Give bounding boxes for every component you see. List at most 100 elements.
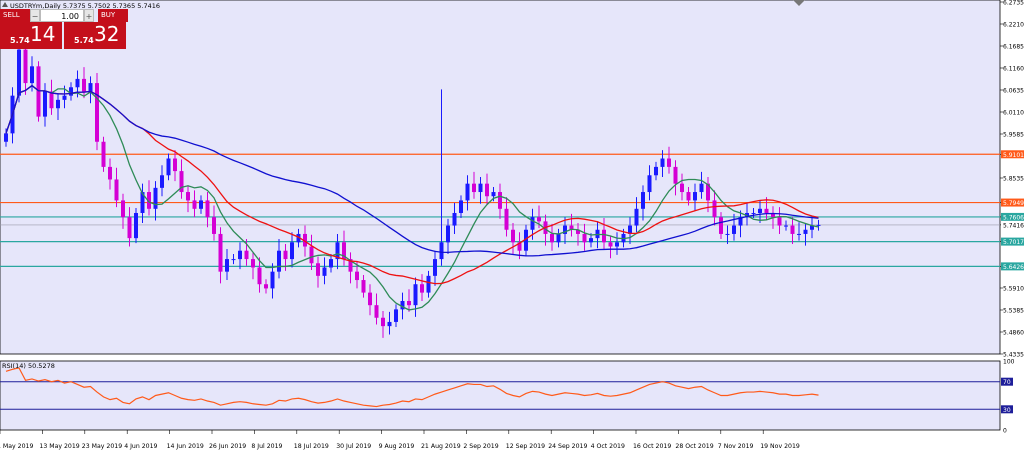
candle-body[interactable] bbox=[17, 49, 21, 96]
shift-marker-icon[interactable] bbox=[793, 0, 805, 6]
candle-body[interactable] bbox=[413, 284, 418, 306]
candle-body[interactable] bbox=[108, 166, 112, 180]
candle-body[interactable] bbox=[309, 246, 314, 264]
candle-body[interactable] bbox=[758, 208, 762, 213]
candle-body[interactable] bbox=[569, 225, 574, 230]
candle-body[interactable] bbox=[491, 192, 496, 197]
candle-body[interactable] bbox=[641, 192, 645, 209]
candle-body[interactable] bbox=[114, 179, 119, 201]
candle-body[interactable] bbox=[420, 284, 424, 293]
candle-body[interactable] bbox=[186, 192, 190, 201]
candle-body[interactable] bbox=[738, 217, 743, 226]
candle-body[interactable] bbox=[816, 224, 821, 226]
candle-body[interactable] bbox=[550, 233, 554, 243]
candle-body[interactable] bbox=[49, 91, 54, 109]
candle-body[interactable] bbox=[680, 183, 684, 193]
candle-body[interactable] bbox=[530, 217, 535, 230]
candle-body[interactable] bbox=[602, 229, 606, 243]
candle-body[interactable] bbox=[329, 259, 333, 268]
candle-body[interactable] bbox=[264, 284, 268, 289]
candle-body[interactable] bbox=[771, 212, 775, 218]
candle-body[interactable] bbox=[699, 183, 704, 193]
lot-size-input[interactable]: 1.00 bbox=[40, 9, 84, 22]
candle-body[interactable] bbox=[361, 280, 366, 293]
candle-body[interactable] bbox=[88, 83, 93, 92]
sell-button[interactable]: SELL bbox=[0, 9, 30, 22]
collapse-triangle-icon[interactable] bbox=[2, 2, 8, 7]
candle-body[interactable] bbox=[784, 225, 788, 227]
candle-body[interactable] bbox=[790, 225, 795, 234]
moving-average-fast-line[interactable] bbox=[5, 84, 819, 311]
candle-body[interactable] bbox=[225, 259, 229, 272]
candle-body[interactable] bbox=[485, 183, 489, 197]
candle-body[interactable] bbox=[75, 78, 80, 88]
candle-body[interactable] bbox=[199, 200, 203, 209]
candle-body[interactable] bbox=[36, 66, 41, 117]
candle-body[interactable] bbox=[452, 212, 457, 226]
lot-decrease-button[interactable]: − bbox=[30, 9, 40, 22]
candle-body[interactable] bbox=[43, 91, 47, 117]
rsi-plot-area[interactable] bbox=[0, 360, 1001, 431]
candle-body[interactable] bbox=[433, 259, 437, 276]
candle-body[interactable] bbox=[348, 259, 353, 272]
candle-body[interactable] bbox=[563, 225, 567, 234]
candle-body[interactable] bbox=[257, 267, 262, 285]
candle-body[interactable] bbox=[764, 208, 769, 213]
candle-body[interactable] bbox=[56, 99, 60, 109]
candle-body[interactable] bbox=[732, 225, 736, 234]
candle-body[interactable] bbox=[355, 271, 359, 281]
candle-body[interactable] bbox=[179, 171, 184, 193]
candle-body[interactable] bbox=[576, 229, 580, 234]
candle-body[interactable] bbox=[673, 166, 678, 184]
candle-body[interactable] bbox=[251, 259, 255, 268]
candle-body[interactable] bbox=[342, 242, 346, 260]
candle-body[interactable] bbox=[706, 183, 710, 201]
candle-body[interactable] bbox=[686, 192, 691, 201]
candle-body[interactable] bbox=[238, 250, 242, 260]
candle-body[interactable] bbox=[667, 158, 671, 167]
candle-body[interactable] bbox=[127, 217, 132, 239]
candle-body[interactable] bbox=[244, 250, 249, 260]
candle-body[interactable] bbox=[498, 192, 502, 209]
candle-body[interactable] bbox=[517, 242, 522, 251]
candle-body[interactable] bbox=[283, 250, 288, 260]
candle-body[interactable] bbox=[654, 166, 658, 176]
candle-body[interactable] bbox=[426, 275, 431, 293]
moving-average-slow-line[interactable] bbox=[5, 84, 819, 257]
candle-body[interactable] bbox=[387, 321, 392, 327]
candle-body[interactable] bbox=[608, 242, 613, 247]
candle-body[interactable] bbox=[160, 175, 164, 188]
candle-body[interactable] bbox=[725, 233, 730, 235]
candle-body[interactable] bbox=[660, 158, 665, 167]
candle-body[interactable] bbox=[368, 292, 372, 306]
candle-body[interactable] bbox=[173, 158, 177, 172]
candle-body[interactable] bbox=[23, 49, 28, 84]
candle-body[interactable] bbox=[205, 200, 210, 218]
candle-body[interactable] bbox=[465, 183, 470, 201]
candle-body[interactable] bbox=[400, 300, 405, 310]
candle-body[interactable] bbox=[524, 229, 528, 251]
candle-body[interactable] bbox=[153, 187, 158, 209]
candle-body[interactable] bbox=[322, 267, 327, 276]
candle-body[interactable] bbox=[166, 158, 171, 176]
candle-body[interactable] bbox=[407, 300, 411, 306]
candle-body[interactable] bbox=[628, 225, 632, 234]
candle-body[interactable] bbox=[751, 212, 756, 214]
candle-body[interactable] bbox=[140, 192, 145, 213]
candle-body[interactable] bbox=[62, 95, 67, 100]
candle-body[interactable] bbox=[270, 271, 275, 289]
candle-body[interactable] bbox=[212, 217, 216, 234]
candle-body[interactable] bbox=[381, 317, 385, 327]
candle-body[interactable] bbox=[810, 225, 814, 230]
candle-body[interactable] bbox=[30, 66, 34, 84]
candle-body[interactable] bbox=[478, 183, 483, 193]
candle-body[interactable] bbox=[589, 238, 593, 243]
candle-body[interactable] bbox=[504, 208, 509, 230]
candle-body[interactable] bbox=[511, 229, 515, 243]
candle-body[interactable] bbox=[69, 87, 73, 96]
candle-body[interactable] bbox=[803, 229, 808, 234]
candle-body[interactable] bbox=[192, 200, 197, 209]
candle-body[interactable] bbox=[777, 217, 782, 226]
candle-body[interactable] bbox=[582, 233, 587, 243]
candle-body[interactable] bbox=[303, 233, 307, 247]
